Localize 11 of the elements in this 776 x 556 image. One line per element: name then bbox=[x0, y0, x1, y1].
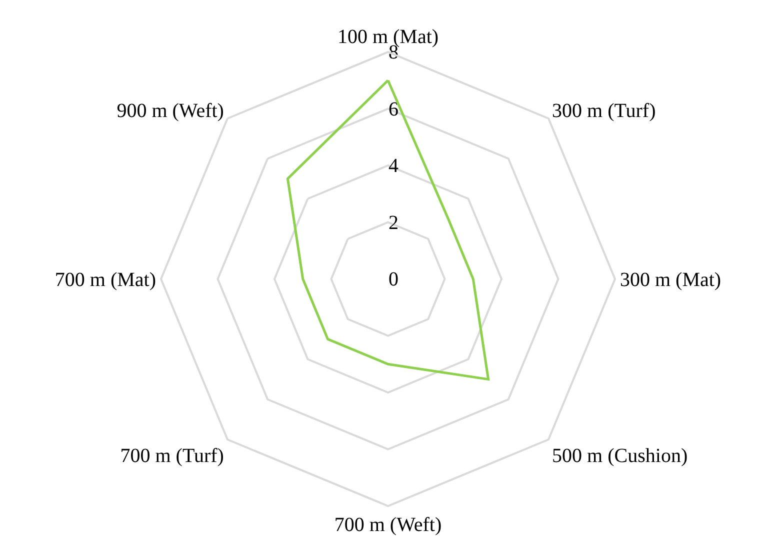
y-tick-label: 0 bbox=[388, 268, 398, 290]
spoke-label: 300 m (Mat) bbox=[620, 269, 722, 291]
spoke-label: 700 m (Turf) bbox=[120, 445, 224, 468]
spoke-label: 900 m (Weft) bbox=[116, 100, 224, 122]
spoke-label: 300 m (Turf) bbox=[552, 100, 656, 122]
spoke-label: 700 m (Weft) bbox=[334, 514, 442, 536]
y-tick-label: 2 bbox=[388, 212, 398, 234]
spoke-label: 700 m (Mat) bbox=[54, 269, 156, 291]
y-tick-label: 4 bbox=[388, 155, 398, 177]
spoke-label: 500 m (Cushion) bbox=[552, 445, 688, 468]
y-tick-label: 6 bbox=[388, 98, 398, 120]
